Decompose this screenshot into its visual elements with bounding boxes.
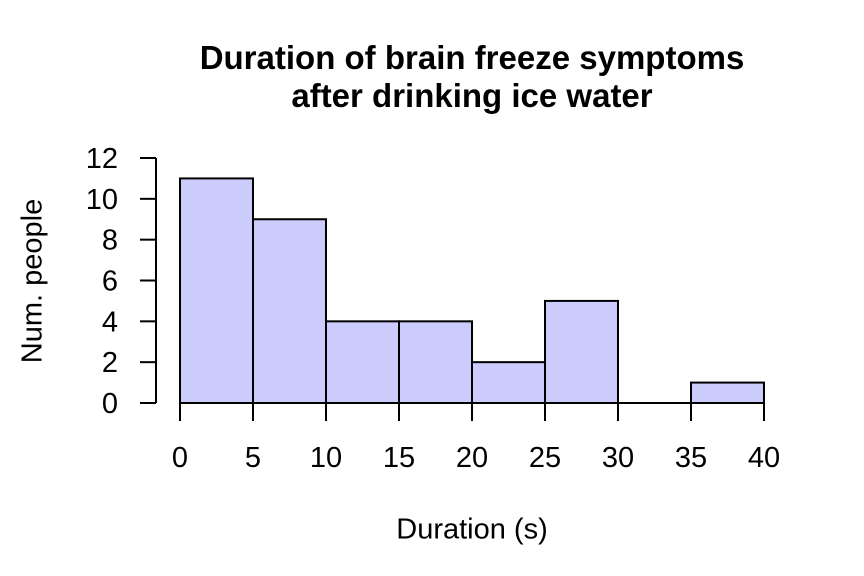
histogram-bar [252, 218, 327, 404]
chart-title: Duration of brain freeze symptoms after … [200, 39, 745, 115]
y-axis-tick-label: 6 [102, 266, 118, 298]
chart-title-line-2: after drinking ice water [291, 77, 653, 114]
x-axis-tick-label: 15 [383, 442, 415, 474]
y-axis-tick-label: 12 [86, 143, 118, 175]
x-axis-tick-label: 0 [172, 442, 188, 474]
y-axis-tick-label: 8 [102, 225, 118, 257]
histogram-bar [325, 320, 400, 405]
x-axis-tick-label: 25 [529, 442, 561, 474]
histogram-bar [471, 361, 546, 404]
y-axis-tick-label: 4 [102, 306, 118, 338]
x-axis-label: Duration (s) [396, 513, 548, 546]
histogram-bar [690, 381, 765, 405]
y-axis-tick-label: 2 [102, 347, 118, 379]
x-axis-tick-label: 10 [310, 442, 342, 474]
chart-title-line-1: Duration of brain freeze symptoms [199, 39, 745, 76]
x-axis-tick-label: 20 [456, 442, 488, 474]
x-axis-tick-label: 30 [602, 442, 634, 474]
x-axis-tick-label: 40 [748, 442, 780, 474]
histogram-bar [398, 320, 473, 405]
histogram-bar [179, 177, 254, 404]
y-axis-tick-label: 0 [102, 388, 118, 420]
y-axis-tick-label: 10 [86, 184, 118, 216]
x-axis-tick-label: 5 [245, 442, 261, 474]
x-axis-tick-label: 35 [675, 442, 707, 474]
histogram-bar [544, 299, 619, 404]
